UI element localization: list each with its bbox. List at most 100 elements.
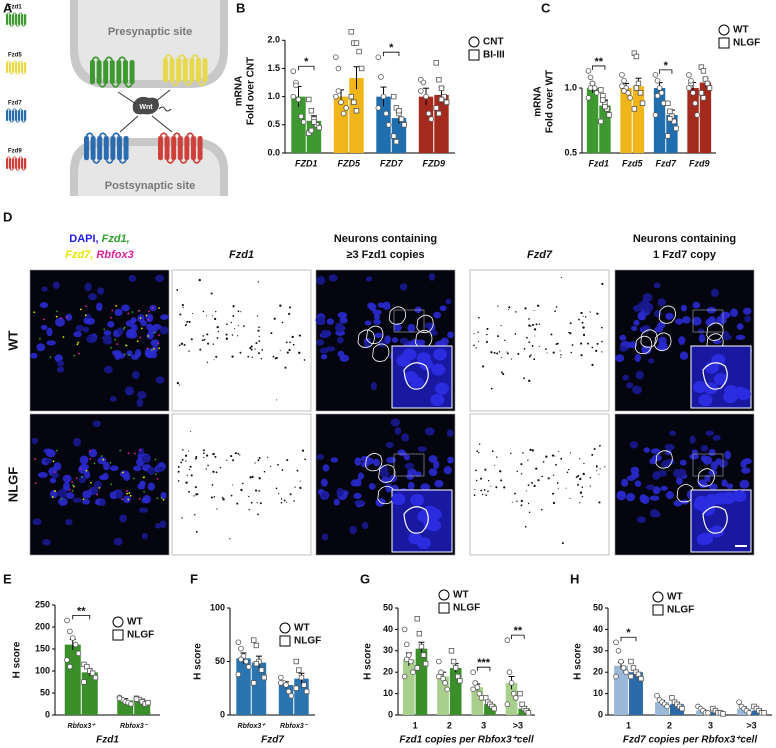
- transcript-dot: [555, 463, 557, 466]
- bar: [670, 704, 684, 715]
- y-tick-label: 0: [45, 709, 50, 719]
- nucleus: [147, 482, 156, 491]
- receptor-helix: [90, 136, 96, 161]
- transcript-dot: [528, 355, 531, 358]
- nucleus: [36, 343, 46, 352]
- transcript-dot: [517, 352, 520, 355]
- receptor-helix: [189, 58, 195, 83]
- transcript-dot: [71, 481, 74, 483]
- bar: [586, 88, 599, 153]
- cell-outline: [706, 322, 724, 341]
- nucleus: [384, 335, 391, 344]
- cell-outline: [702, 362, 728, 390]
- receptor-helix: [21, 158, 24, 169]
- y-axis-label: mRNA: [234, 76, 245, 107]
- transcript-dot: [291, 335, 294, 339]
- nucleus: [155, 376, 165, 384]
- transcript-dot: [85, 469, 88, 472]
- data-point: [116, 695, 123, 702]
- transcript-dot: [476, 450, 479, 452]
- transcript-dot: [273, 317, 276, 320]
- transcript-dot: [286, 459, 289, 462]
- nucleus: [639, 493, 647, 503]
- transcript-dot: [75, 477, 78, 480]
- nucleus: [138, 507, 149, 513]
- receptor-helix: [9, 62, 12, 73]
- data-point: [358, 65, 365, 72]
- transcript-dot: [90, 481, 92, 484]
- data-point: [316, 124, 322, 131]
- nucleus: [73, 331, 82, 338]
- legend-marker: [438, 589, 450, 601]
- transcript-dot: [533, 358, 536, 361]
- legend-label: WT: [294, 623, 310, 634]
- nucleus: [394, 427, 402, 435]
- nucleus: [730, 308, 739, 317]
- y-tick-label: 50: [215, 656, 225, 666]
- nucleus: [159, 520, 167, 529]
- data-point: [385, 122, 392, 128]
- nucleus: [678, 336, 686, 345]
- transcript-dot: [111, 309, 114, 312]
- y-axis-label: mRNA: [533, 86, 544, 117]
- y-tick-label: 0: [388, 709, 393, 719]
- transcript-dot: [157, 342, 159, 345]
- transcript-dot: [148, 310, 150, 313]
- nucleus: [315, 316, 326, 324]
- receptor-helix: [24, 14, 27, 25]
- nucleus: [720, 311, 731, 319]
- nucleus: [698, 333, 706, 343]
- transcript-dot: [215, 311, 217, 313]
- transcript-dot: [55, 449, 58, 452]
- transcript-dot: [275, 487, 278, 490]
- transcript-dot: [515, 311, 517, 313]
- legend-marker: [718, 24, 730, 36]
- transcript-dot: [250, 501, 253, 504]
- cell-outline: [658, 305, 676, 324]
- transcript-dot: [212, 343, 215, 345]
- nucleus: [744, 315, 751, 323]
- transcript-dot: [565, 487, 567, 489]
- data-point: [251, 680, 257, 686]
- y-tick-label: 1.5: [267, 63, 280, 73]
- legend-label: WT: [453, 590, 469, 601]
- bar: [376, 96, 391, 153]
- nucleus: [132, 465, 142, 472]
- transcript-dot: [267, 456, 269, 458]
- transcript-dot: [535, 323, 538, 326]
- transcript-dot: [205, 468, 207, 470]
- transcript-dot: [560, 356, 562, 358]
- nucleus: [361, 521, 369, 530]
- significance-label: *: [664, 60, 669, 72]
- nucleus: [147, 466, 155, 475]
- transcript-dot: [531, 449, 534, 452]
- nucleus: [320, 329, 330, 338]
- transcript-dot: [162, 498, 165, 501]
- data-point: [238, 656, 244, 663]
- transcript-dot: [474, 488, 476, 491]
- data-point: [706, 85, 713, 91]
- transcript-dot: [127, 452, 130, 455]
- receptor-helix: [18, 62, 21, 73]
- transcript-dot: [473, 494, 476, 496]
- legend-label: WT: [127, 617, 143, 628]
- data-point: [253, 660, 260, 667]
- transcript-dot: [283, 499, 286, 502]
- transcript-dot: [54, 490, 56, 492]
- micrograph: [171, 413, 312, 556]
- nucleus: [131, 370, 140, 380]
- data-point: [133, 696, 140, 702]
- transcript-dot: [555, 343, 558, 346]
- significance-label: *: [304, 56, 309, 68]
- data-point: [587, 74, 594, 81]
- transcript-dot: [154, 458, 157, 461]
- nucleus: [643, 447, 651, 453]
- receptor-label: Fzd5: [8, 53, 22, 59]
- data-point: [667, 116, 673, 122]
- nucleus: [664, 443, 675, 451]
- site-label: Presynaptic site: [108, 26, 192, 38]
- nucleus: [641, 325, 651, 333]
- receptor-loop: [18, 12, 23, 15]
- receptor-helix: [202, 58, 208, 83]
